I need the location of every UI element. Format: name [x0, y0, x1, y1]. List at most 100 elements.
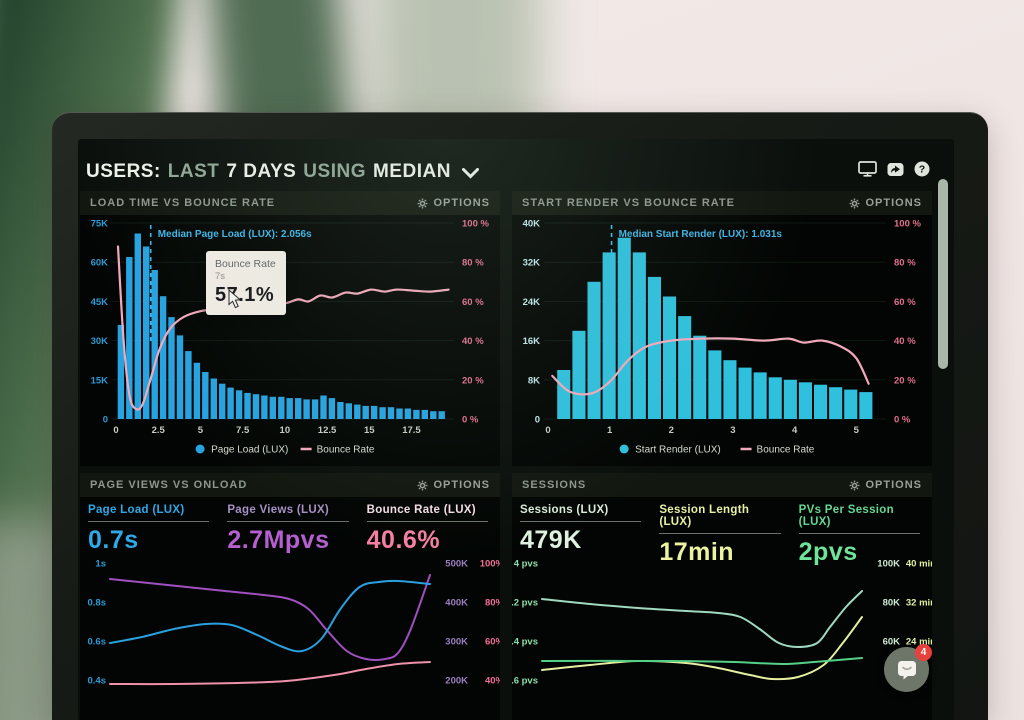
panel-header: SESSIONS OPTIONS: [512, 473, 932, 497]
metric-label: Sessions (LUX): [520, 504, 642, 522]
svg-text:1.6 pvs: 1.6 pvs: [512, 676, 538, 687]
svg-text:3: 3: [730, 425, 735, 436]
svg-text:32K: 32K: [523, 258, 541, 269]
options-button[interactable]: OPTIONS: [417, 479, 490, 491]
svg-text:300K: 300K: [445, 637, 468, 648]
svg-text:10: 10: [280, 425, 291, 436]
tooltip-series-label: Bounce Rate: [215, 258, 276, 270]
svg-text:1: 1: [607, 425, 613, 436]
panel-header: LOAD TIME VS BOUNCE RATE OPTIONS: [80, 191, 500, 215]
svg-text:7.5: 7.5: [236, 425, 250, 436]
svg-text:80 %: 80 %: [462, 258, 484, 269]
metric-value: 0.7s: [88, 526, 139, 554]
metric-label: Session Length (LUX): [659, 504, 781, 534]
metric-value: 2pvs: [798, 538, 858, 566]
header-toolbar: ?: [858, 161, 930, 177]
gear-icon: [850, 198, 860, 208]
panel-load-time-vs-bounce-rate: LOAD TIME VS BOUNCE RATE OPTIONS 75K 100 …: [80, 191, 500, 466]
mouse-cursor: [228, 289, 242, 309]
svg-text:0 %: 0 %: [894, 415, 911, 426]
svg-text:12.5: 12.5: [318, 425, 337, 436]
metric-label: Bounce Rate (LUX): [366, 504, 488, 522]
metric-label: Page Load (LUX): [88, 504, 210, 522]
svg-text:40%: 40%: [485, 676, 500, 687]
load-time-chart: 75K 100 % 60K 80 % 45K 60 % 30K 40 % 15K 20 % 0 0 %…: [91, 219, 490, 456]
metric-sessions: Sessions (LUX) 479K: [520, 504, 642, 554]
svg-text:60K: 60K: [883, 637, 901, 648]
sessions-chart-area[interactable]: Sessions (LUX) 479K Session Length (LUX)…: [512, 497, 932, 720]
header-word-users: USERS:: [86, 161, 161, 182]
svg-text:500K: 500K: [445, 559, 468, 570]
svg-text:2: 2: [669, 425, 674, 436]
svg-text:2.4 pvs: 2.4 pvs: [512, 637, 538, 648]
svg-text:0: 0: [535, 415, 540, 426]
metric-row: Page Load (LUX) 0.7s Page Views (LUX) 2.…: [80, 497, 500, 554]
tooltip-x-value: 7s: [215, 271, 226, 282]
svg-text:16K: 16K: [523, 336, 541, 347]
start-render-chart-area[interactable]: 40K 100 % 32K 80 % 24K 60 % 16K 40 % 8K 20 % 0 0 % 0…: [512, 215, 932, 466]
header-word-days: 7 DAYS: [226, 161, 297, 182]
svg-text:Bounce Rate: Bounce Rate: [317, 445, 375, 456]
svg-text:400K: 400K: [445, 598, 468, 609]
options-button[interactable]: OPTIONS: [417, 197, 490, 209]
chart-tooltip: Bounce Rate 7s 57.1%: [206, 251, 286, 315]
panel-start-render-vs-bounce-rate: START RENDER VS BOUNCE RATE OPTIONS 40K 1…: [512, 191, 932, 466]
svg-text:20 %: 20 %: [894, 375, 916, 386]
svg-text:60 %: 60 %: [894, 297, 916, 308]
svg-text:80K: 80K: [883, 598, 901, 609]
svg-text:0.4s: 0.4s: [88, 676, 107, 687]
svg-text:Median Start Render (LUX): 1.0: Median Start Render (LUX): 1.031s: [619, 229, 783, 240]
metric-page-load: Page Load (LUX) 0.7s: [88, 504, 210, 554]
share-icon[interactable]: [887, 162, 904, 177]
svg-text:60%: 60%: [485, 637, 500, 648]
svg-text:60K: 60K: [91, 258, 109, 269]
header-word-median: MEDIAN: [372, 161, 451, 182]
load-time-chart-area[interactable]: 75K 100 % 60K 80 % 45K 60 % 30K 40 % 15K 20 % 0 0 %…: [80, 215, 500, 466]
svg-text:24 min: 24 min: [906, 637, 932, 648]
svg-text:0: 0: [545, 425, 550, 436]
chevron-down-icon: [461, 168, 479, 179]
metric-value: 479K: [520, 526, 582, 554]
svg-text:Start Render (LUX): Start Render (LUX): [635, 445, 721, 456]
svg-text:0.6s: 0.6s: [88, 637, 107, 648]
metric-value: 2.7Mpvs: [227, 526, 330, 554]
metric-label: Page Views (LUX): [227, 504, 349, 522]
svg-text:4: 4: [792, 425, 798, 436]
svg-text:17.5: 17.5: [402, 425, 421, 436]
svg-text:75K: 75K: [91, 219, 109, 230]
gear-icon: [418, 198, 428, 208]
dashboard-screen: USERS: LAST 7 DAYS USING MEDIAN ? LOAD T…: [78, 139, 954, 720]
panel-title: START RENDER VS BOUNCE RATE: [522, 197, 735, 209]
monitor-icon[interactable]: [858, 161, 877, 177]
panel-title: SESSIONS: [522, 479, 587, 491]
chat-widget-button[interactable]: 4: [884, 644, 932, 692]
svg-text:15K: 15K: [91, 375, 109, 386]
panel-page-views-vs-onload: PAGE VIEWS VS ONLOAD OPTIONS Page Load (…: [80, 473, 500, 720]
metric-bounce-rate: Bounce Rate (LUX) 40.6%: [366, 504, 488, 554]
gear-icon: [418, 480, 428, 490]
svg-text:80%: 80%: [485, 598, 500, 609]
dashboard-filter-dropdown[interactable]: USERS: LAST 7 DAYS USING MEDIAN: [86, 157, 479, 187]
metric-label: PVs Per Session (LUX): [798, 504, 920, 534]
svg-text:30K: 30K: [91, 336, 109, 347]
metric-page-views: Page Views (LUX) 2.7Mpvs: [227, 504, 349, 554]
svg-text:5: 5: [854, 425, 860, 436]
options-button[interactable]: OPTIONS: [849, 479, 922, 491]
panel-sessions: SESSIONS OPTIONS Sessions (LUX) 479K Ses…: [512, 473, 932, 720]
svg-text:32 min: 32 min: [906, 598, 932, 609]
svg-text:40 %: 40 %: [462, 336, 484, 347]
metric-value: 40.6%: [366, 526, 441, 554]
help-icon[interactable]: ?: [914, 161, 930, 177]
metric-row: Sessions (LUX) 479K Session Length (LUX)…: [512, 497, 932, 566]
panel-title: LOAD TIME VS BOUNCE RATE: [90, 197, 276, 209]
page-views-chart-area[interactable]: Page Load (LUX) 0.7s Page Views (LUX) 2.…: [80, 497, 501, 720]
panel-header: START RENDER VS BOUNCE RATE OPTIONS: [512, 191, 932, 215]
metric-value: 17min: [659, 538, 735, 566]
chat-bubble-icon: [897, 660, 916, 679]
options-button[interactable]: OPTIONS: [849, 197, 922, 209]
page-views-chart: 1s 0.8s 0.6s 0.4s 500K 100% 400K 80% 300K 60% 200K…: [88, 559, 501, 687]
metric-pvs-per-session: PVs Per Session (LUX) 2pvs: [798, 504, 920, 566]
svg-text:200K: 200K: [445, 676, 468, 687]
scrollbar-thumb[interactable]: [938, 179, 948, 369]
svg-text:2.5: 2.5: [152, 425, 166, 436]
